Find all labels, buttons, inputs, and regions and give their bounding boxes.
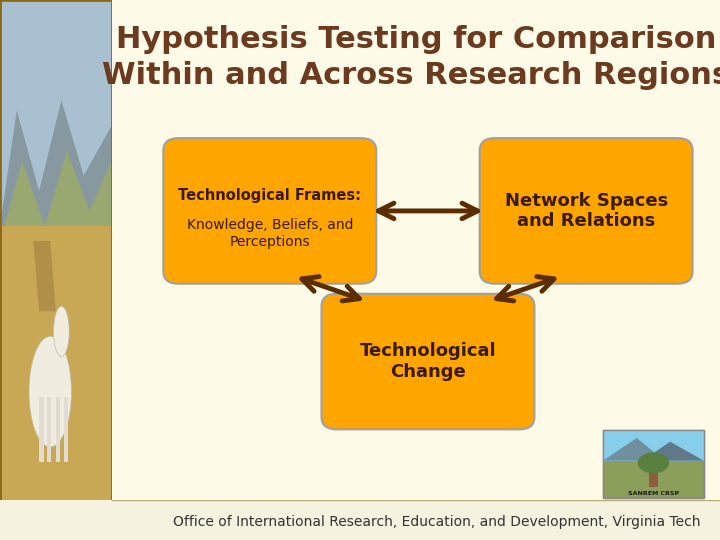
FancyBboxPatch shape — [322, 294, 534, 429]
Text: Network Spaces
and Relations: Network Spaces and Relations — [505, 192, 667, 231]
Text: Office of International Research, Education, and Development, Virginia Tech: Office of International Research, Educat… — [173, 515, 701, 529]
Polygon shape — [603, 438, 665, 461]
Bar — [63, 397, 68, 462]
Text: Knowledge, Beliefs, and
Perceptions: Knowledge, Beliefs, and Perceptions — [186, 218, 353, 248]
Bar — [47, 397, 51, 462]
Bar — [0, 226, 112, 502]
Polygon shape — [642, 442, 703, 461]
Polygon shape — [0, 100, 112, 226]
Ellipse shape — [29, 336, 71, 447]
Bar — [603, 461, 703, 498]
Polygon shape — [0, 151, 112, 241]
Text: Hypothesis Testing for Comparison
Within and Across Research Regions: Hypothesis Testing for Comparison Within… — [102, 25, 720, 90]
FancyBboxPatch shape — [163, 138, 377, 284]
FancyBboxPatch shape — [603, 430, 703, 498]
FancyBboxPatch shape — [480, 138, 693, 284]
Bar — [0, 0, 112, 226]
Bar — [649, 468, 658, 487]
Polygon shape — [33, 241, 56, 312]
Ellipse shape — [53, 306, 69, 356]
Bar — [56, 397, 60, 462]
Text: Technological
Change: Technological Change — [360, 342, 496, 381]
Bar — [603, 430, 703, 461]
Ellipse shape — [638, 453, 669, 474]
Bar — [39, 397, 43, 462]
Text: Technological Frames:: Technological Frames: — [179, 188, 361, 204]
Text: SANREM CRSP: SANREM CRSP — [628, 491, 679, 496]
